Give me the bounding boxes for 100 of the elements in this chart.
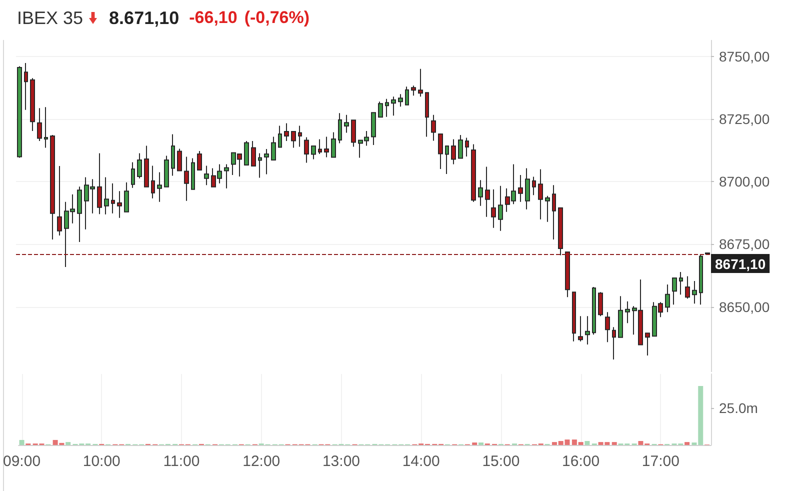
- bar: [66, 442, 71, 445]
- candlestick: [391, 96, 396, 116]
- candlestick: [498, 185, 503, 232]
- candlestick: [485, 166, 490, 218]
- candlestick: [398, 94, 403, 108]
- candlestick: [177, 148, 182, 172]
- x-tick-label: 11:00: [163, 453, 200, 470]
- ref-line-label: 8671,10: [715, 256, 766, 272]
- candlestick: [625, 300, 630, 324]
- candlestick: [284, 122, 289, 142]
- x-tick-label: 16:00: [562, 453, 600, 470]
- candlestick: [184, 156, 189, 202]
- candlestick: [692, 280, 697, 304]
- candlestick: [431, 114, 436, 142]
- candlestick: [371, 112, 376, 146]
- x-tick-label: 12:00: [242, 453, 280, 470]
- candlestick: [565, 251, 570, 298]
- candlestick: [458, 134, 463, 159]
- bar: [19, 440, 24, 445]
- chart-subtitle: 8.671,10: [109, 8, 180, 28]
- candlestick: [244, 140, 249, 166]
- x-tick-label: 10:00: [82, 453, 120, 470]
- text: -66,10: [189, 8, 238, 28]
- candlestick: [251, 140, 256, 167]
- candlestick: [558, 207, 563, 256]
- candlestick: [578, 316, 583, 342]
- candlestick: [24, 62, 28, 110]
- candlestick: [344, 114, 349, 134]
- candlestick: [57, 166, 62, 236]
- bar: [472, 442, 478, 445]
- candlestick: [518, 174, 523, 202]
- candlestick: [465, 137, 469, 158]
- candlestick: [478, 180, 483, 206]
- candlestick: [552, 184, 556, 240]
- candlestick: [418, 68, 423, 98]
- candlestick: [438, 133, 443, 170]
- y-tick-label: 8650,00: [719, 298, 770, 315]
- candlestick: [598, 292, 603, 317]
- candlestick: [672, 278, 677, 306]
- candlestick: [378, 101, 383, 118]
- candlestick: [298, 125, 302, 148]
- candlestick: [532, 176, 536, 196]
- candlestick: [338, 112, 342, 144]
- candlestick: [538, 168, 543, 220]
- candlestick: [137, 152, 142, 179]
- candlestick: [699, 254, 703, 306]
- candlestick: [104, 176, 109, 215]
- candlestick: [258, 152, 262, 178]
- candlestick: [117, 190, 122, 218]
- candlestick: [131, 162, 135, 188]
- candlestick: [157, 172, 162, 202]
- candlestick: [144, 145, 149, 188]
- candlestick: [385, 98, 389, 118]
- candlestick: [411, 85, 416, 96]
- candlestick: [44, 106, 48, 148]
- candlestick: [471, 144, 476, 202]
- candlestick: [164, 155, 169, 188]
- candlestick: [204, 165, 209, 186]
- candlestick: [324, 136, 329, 158]
- candlestick: [665, 284, 670, 313]
- candlestick: [291, 130, 296, 148]
- candlestick: [17, 66, 22, 158]
- candlestick: [37, 108, 42, 142]
- candlestick: [525, 168, 530, 210]
- candlestick: [491, 188, 496, 228]
- chart-title: IBEX 35: [17, 8, 84, 28]
- candlestick: [50, 134, 55, 240]
- candlestick: [111, 182, 115, 214]
- candlestick: [605, 312, 610, 343]
- candlestick: [278, 125, 282, 148]
- candlestick: [171, 134, 175, 176]
- candlestick: [572, 291, 576, 342]
- candlestick: [645, 332, 650, 356]
- candlestick: [685, 276, 690, 300]
- candlestick: [124, 182, 129, 212]
- candlestick: [271, 136, 276, 161]
- candlestick: [197, 150, 202, 171]
- x-tick-label: 13:00: [322, 453, 360, 470]
- x-tick-label: 15:00: [482, 453, 520, 470]
- candlestick: [679, 272, 683, 296]
- y-tick-label: 8750,00: [719, 48, 770, 64]
- candlestick: [97, 152, 102, 215]
- candlestick: [318, 138, 322, 155]
- candlestick: [592, 286, 596, 336]
- candlestick: [545, 195, 550, 222]
- candlestick: [30, 78, 35, 132]
- x-tick-label: 17:00: [642, 453, 680, 470]
- x-tick-label: 14:00: [402, 453, 440, 470]
- candlestick: [77, 186, 82, 242]
- candlestick: [585, 316, 590, 345]
- x-tick-label: 09:00: [2, 453, 41, 470]
- candlestick: [612, 326, 616, 360]
- bar: [584, 441, 590, 445]
- candlestick: [445, 145, 449, 175]
- candlestick: [151, 165, 155, 199]
- bar: [684, 442, 690, 445]
- candlestick: [618, 296, 623, 338]
- y-tick-label: 8725,00: [719, 110, 770, 127]
- candlestick: [304, 136, 309, 164]
- candlestick: [331, 132, 336, 158]
